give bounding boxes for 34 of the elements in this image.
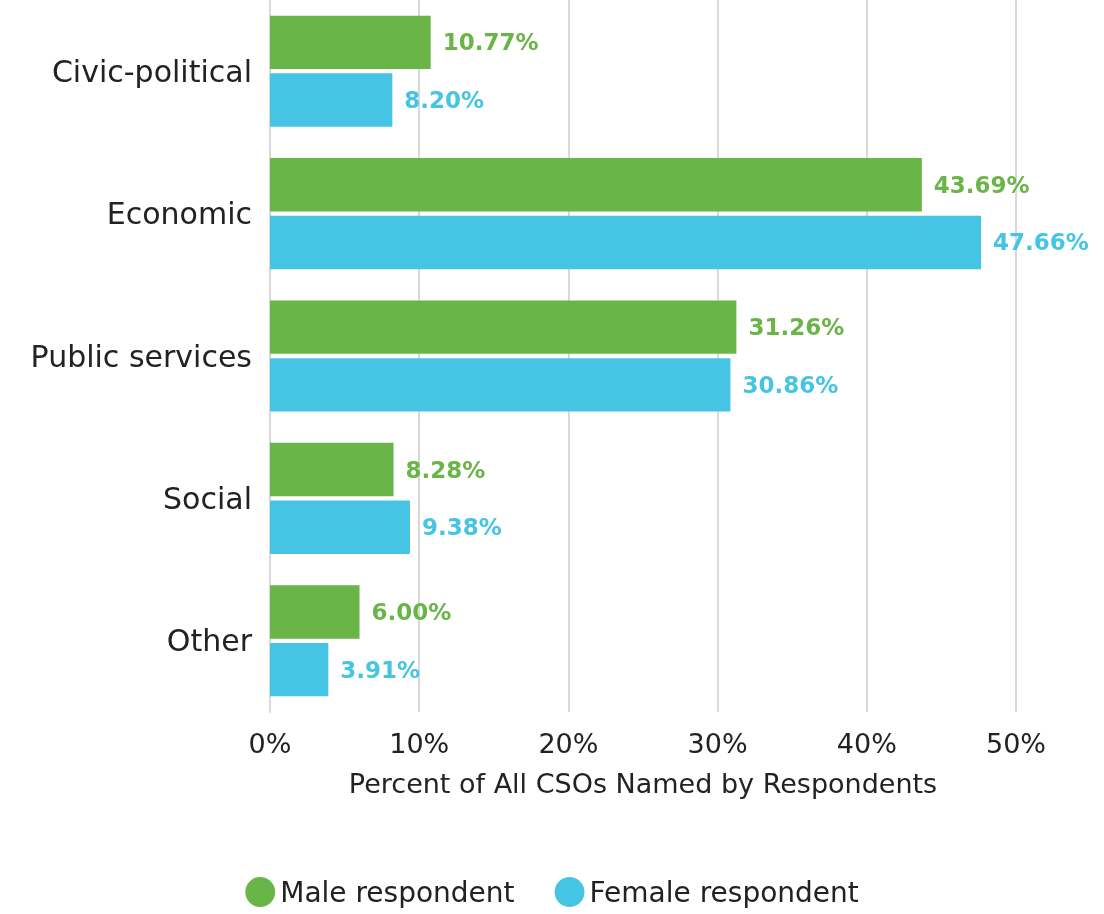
y-tick-label: Other <box>166 623 253 659</box>
bar <box>270 642 329 697</box>
y-tick-label: Social <box>163 480 252 516</box>
bar <box>270 73 393 127</box>
y-tick-label: Public services <box>30 338 252 374</box>
x-tick-label: 10% <box>389 728 450 759</box>
legend-label: Male respondent <box>280 875 515 909</box>
data-label: 3.91% <box>340 656 421 683</box>
data-label: 9.38% <box>421 514 502 541</box>
x-tick-label: 40% <box>836 728 897 759</box>
bar <box>270 158 922 212</box>
bar <box>270 585 360 639</box>
data-label: 30.86% <box>742 371 839 398</box>
data-label: 8.20% <box>404 87 485 114</box>
bar <box>270 358 731 412</box>
y-tick-label: Economic <box>106 196 252 232</box>
x-tick-label: 30% <box>687 728 748 759</box>
bar <box>270 500 410 554</box>
data-label: 10.77% <box>442 29 539 56</box>
data-label: 43.69% <box>933 171 1030 198</box>
data-label: 31.26% <box>748 314 845 341</box>
bar <box>270 300 737 354</box>
y-tick-label: Civic-political <box>51 53 252 89</box>
data-label: 8.28% <box>405 456 486 483</box>
legend-label: Female respondent <box>589 875 859 909</box>
x-tick-label: 0% <box>248 728 292 759</box>
data-label: 6.00% <box>371 598 452 625</box>
x-axis-title: Percent of All CSOs Named by Respondents <box>348 768 938 799</box>
bar <box>270 215 982 270</box>
x-tick-label: 20% <box>538 728 599 759</box>
data-label: 47.66% <box>993 229 1089 256</box>
bar <box>270 442 394 497</box>
x-tick-label: 50% <box>985 728 1047 759</box>
bar <box>270 15 431 70</box>
